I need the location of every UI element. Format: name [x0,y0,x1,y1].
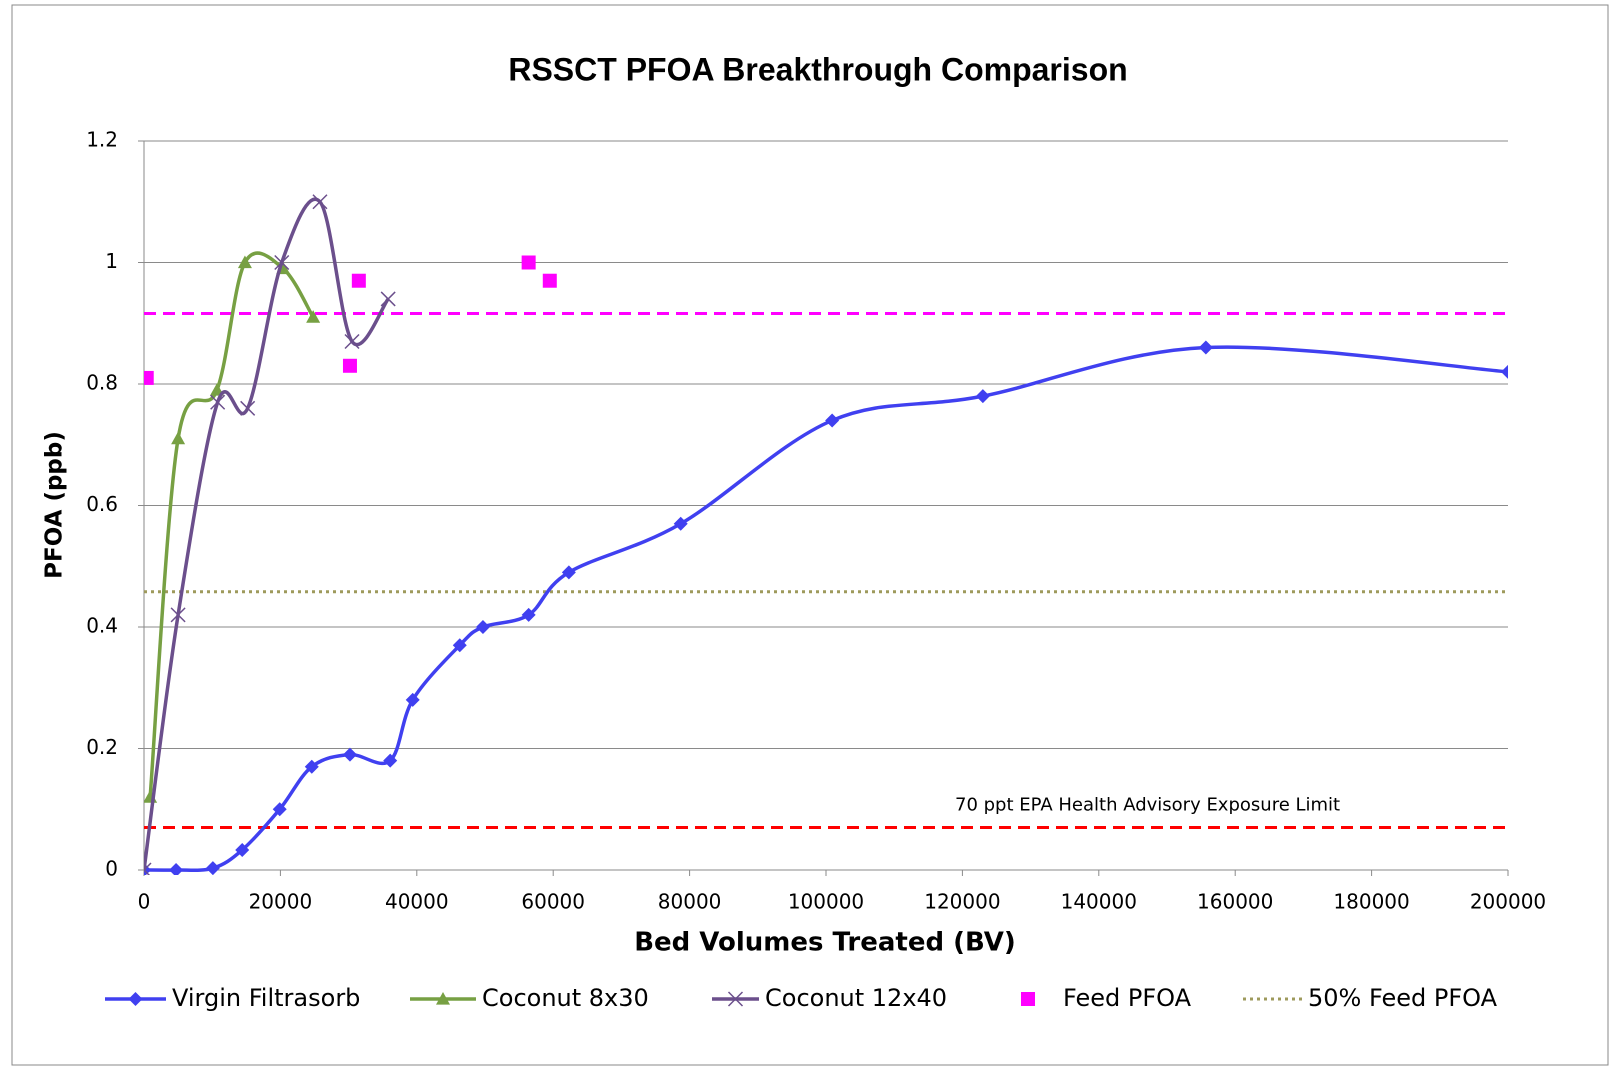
data-point [342,358,357,373]
legend-label: 50% Feed PFOA [1308,984,1498,1012]
x-tick-label: 0 [138,890,151,914]
x-tick-label: 40000 [385,890,449,914]
data-point [405,692,420,707]
legend-label: Virgin Filtrasorb [172,984,360,1012]
legend-label: Coconut 8x30 [482,984,649,1012]
x-axis-label: Bed Volumes Treated (BV) [634,928,1016,958]
data-point [272,802,287,817]
data-point [521,607,536,622]
data-point [975,389,990,404]
data-point [351,273,366,288]
data-point [144,862,152,875]
y-tick-label: 0.8 [86,371,118,395]
data-point [452,638,467,653]
data-point [727,991,744,1007]
data-point [436,992,450,1005]
x-tick-label: 160000 [1197,890,1273,914]
data-point [380,291,396,307]
data-point [561,565,576,580]
data-point [205,861,220,875]
x-tick-label: 100000 [788,890,864,914]
data-point [344,333,360,350]
x-tick-label: 80000 [658,890,722,914]
data-point [312,194,328,210]
x-tick-label: 200000 [1470,890,1546,914]
y-tick-label: 1.2 [86,128,118,152]
data-point [169,863,184,875]
data-point [1021,992,1035,1006]
y-axis-label: PFOA (ppb) [42,431,68,579]
x-tick-label: 20000 [249,890,313,914]
y-tick-label: 0.2 [86,735,118,759]
data-point [383,753,398,768]
data-point [274,254,290,271]
data-point [1198,340,1213,355]
x-tick-label: 60000 [521,890,585,914]
data-point [237,255,252,269]
data-point [171,431,186,445]
data-point [170,607,186,623]
legend-label: Coconut 12x40 [765,984,947,1012]
data-point [235,842,250,857]
data-point [521,255,536,270]
y-tick-label: 0.4 [86,614,118,638]
legend-label: Feed PFOA [1063,984,1192,1012]
plot-area [144,194,1508,875]
chart-border [11,4,1609,1066]
annotation: 70 ppt EPA Health Advisory Exposure Limi… [955,794,1340,815]
data-point [475,620,490,634]
x-tick-label: 180000 [1333,890,1409,914]
data-point [306,310,321,323]
data-point [542,273,557,288]
data-point [825,413,840,428]
data-point [342,747,357,762]
chart-title: RSSCT PFOA Breakthrough Comparison [508,51,1127,87]
data-point [144,370,154,385]
y-tick-label: 1 [105,249,118,273]
data-point [240,400,256,416]
x-tick-label: 120000 [924,890,1000,914]
data-point [1501,364,1508,379]
data-point [128,992,143,1006]
y-tick-label: 0.6 [86,492,118,516]
y-tick-label: 0 [105,857,118,881]
series-line [144,197,390,871]
data-point [673,516,688,531]
data-point [304,759,319,774]
data-point [210,394,226,410]
x-tick-label: 140000 [1061,890,1137,914]
